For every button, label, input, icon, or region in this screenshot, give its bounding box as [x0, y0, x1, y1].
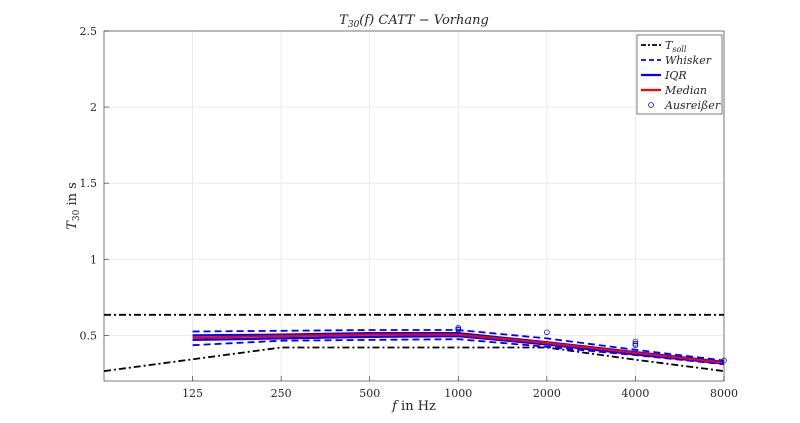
- y-axis-title: T30 in s: [65, 182, 82, 230]
- plot-background: [104, 31, 724, 381]
- chart-title: T30(f) CATT − Vorhang: [339, 13, 489, 30]
- x-tick-label: 1000: [444, 387, 472, 400]
- legend-label: Tsoll: [665, 39, 687, 54]
- series-line-1: [103, 346, 725, 372]
- x-tick-label: 125: [182, 387, 203, 400]
- outlier-point: [544, 329, 550, 336]
- plot-frame: [103, 30, 725, 382]
- legend-marker: [648, 102, 654, 108]
- series-line-6: [192, 333, 725, 364]
- legend-label: Ausreißer: [664, 99, 721, 112]
- x-axis-title: f in Hz: [391, 399, 436, 414]
- series-line-5: [192, 335, 725, 365]
- y-tick-label: 2.5: [80, 25, 98, 38]
- x-tick-label: 8000: [710, 387, 738, 400]
- outlier-point: [455, 324, 462, 331]
- legend-label: IQR: [664, 69, 687, 82]
- x-tick-label: 2000: [533, 387, 561, 400]
- outlier-point: [632, 338, 639, 345]
- legend-label: Whisker: [665, 54, 712, 67]
- outlier-point: [455, 327, 462, 333]
- x-tick-label: 250: [271, 387, 292, 400]
- legend-item: Whisker: [641, 54, 712, 67]
- legend-item: Tsoll: [641, 39, 687, 54]
- legend-label: Median: [664, 84, 707, 97]
- outlier-point: [632, 342, 639, 349]
- legend-item: Median: [641, 84, 707, 97]
- y-tick-label: 1.5: [80, 177, 98, 190]
- y-tick-label: 1: [90, 253, 97, 266]
- legend-item: IQR: [641, 69, 687, 82]
- y-tick-label: 2: [90, 101, 97, 114]
- x-tick-label: 4000: [621, 387, 649, 400]
- y-ticks: 0.5 1 1.5 2 2.5: [80, 25, 109, 342]
- x-ticks: 125 250 500 1000 2000 4000 8000: [182, 376, 738, 400]
- x-tick-label: 500: [359, 387, 380, 400]
- outlier-point: [632, 340, 639, 347]
- legend-item: Ausreißer: [648, 99, 721, 112]
- y-tick-label: 0.5: [80, 329, 98, 342]
- outlier-layer: [455, 324, 727, 364]
